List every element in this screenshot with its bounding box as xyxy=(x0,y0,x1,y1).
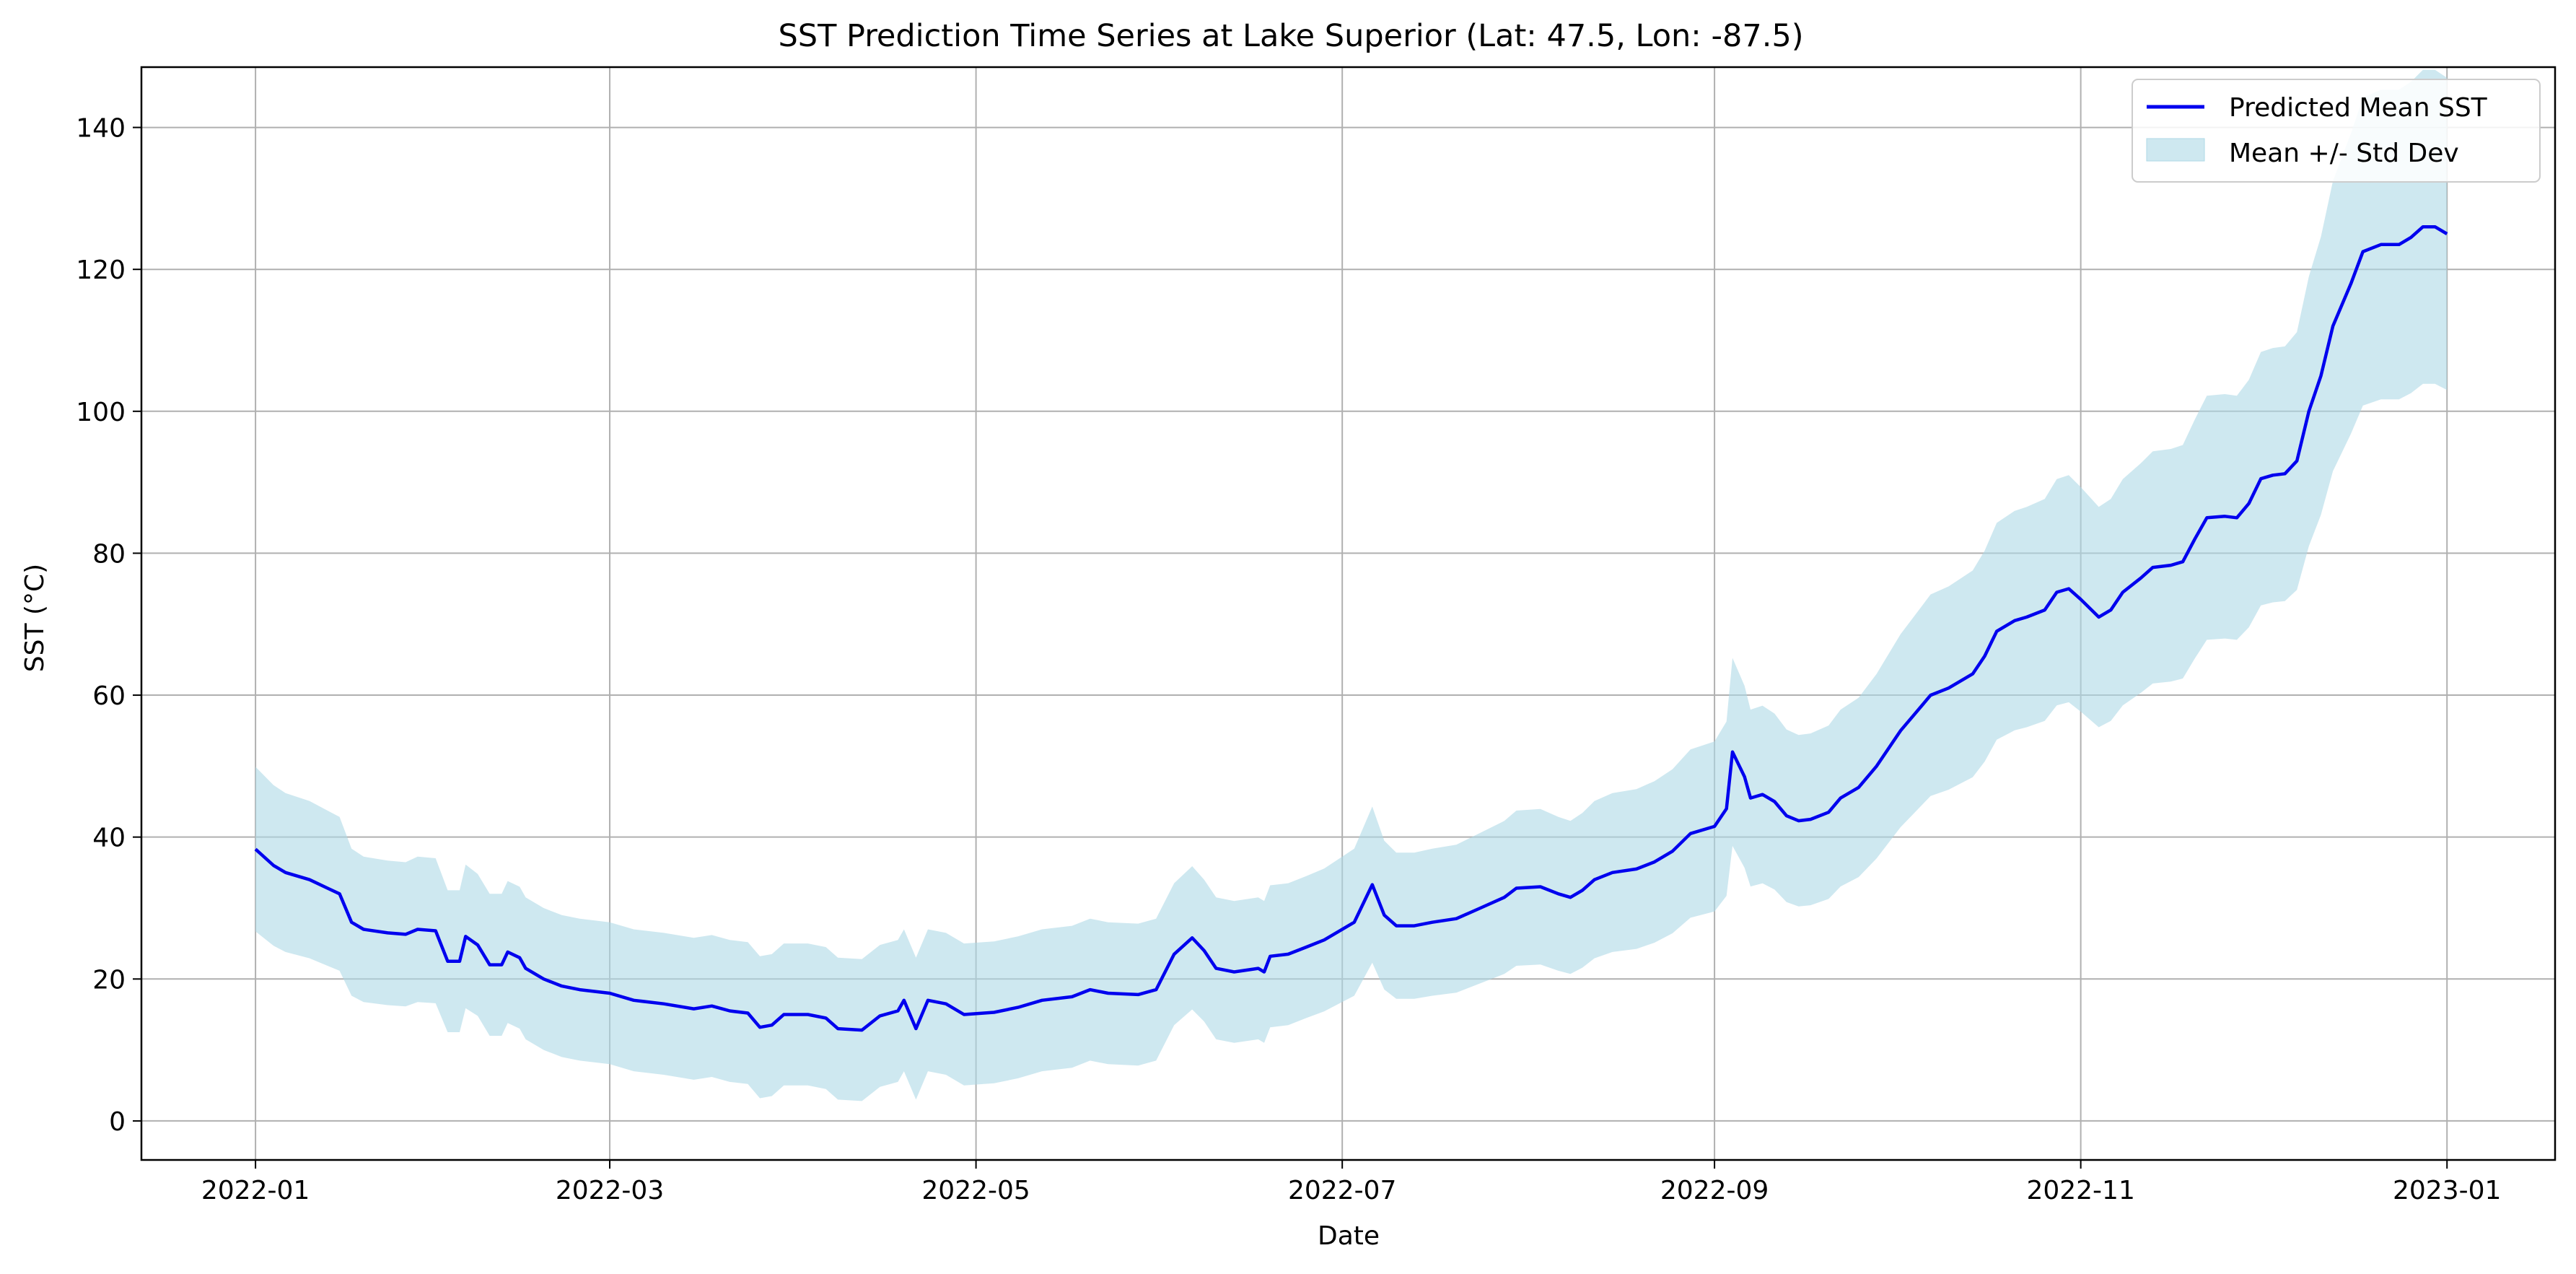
x-tick-label: 2023-01 xyxy=(2393,1176,2501,1205)
x-tick-label: 2022-11 xyxy=(2026,1176,2134,1205)
y-tick-label: 60 xyxy=(92,681,126,711)
x-tick-label: 2022-03 xyxy=(556,1176,664,1205)
legend-label-stddev: Mean +/- Std Dev xyxy=(2229,139,2459,168)
y-tick-label: 20 xyxy=(92,965,126,995)
x-tick-label: 2022-01 xyxy=(201,1176,310,1205)
y-tick-label: 40 xyxy=(92,824,126,853)
y-tick-label: 140 xyxy=(76,114,126,144)
plot-frame xyxy=(140,66,2557,1161)
x-tick-label: 2022-05 xyxy=(921,1176,1030,1205)
legend: Predicted Mean SST Mean +/- Std Dev xyxy=(2132,79,2541,183)
mean-sst-line xyxy=(254,224,2448,1032)
y-tick-label: 80 xyxy=(92,539,126,569)
mean-line xyxy=(254,224,2448,1032)
y-tick-label: 0 xyxy=(109,1107,126,1137)
y-axis-label: SST (°C) xyxy=(20,564,50,672)
y-axis-ticks: 0 20 40 60 80 100 120 140 xyxy=(76,114,141,1137)
x-tick-label: 2022-09 xyxy=(1660,1176,1769,1205)
legend-band-swatch xyxy=(2146,138,2205,162)
x-axis-ticks: 2022-01 2022-03 2022-05 2022-07 2022-09 2022-… xyxy=(201,1160,2501,1205)
legend-box xyxy=(2132,79,2541,183)
y-tick-label: 120 xyxy=(76,256,126,285)
std-dev-band-area xyxy=(255,69,2448,1101)
chart-title: SST Prediction Time Series at Lake Super… xyxy=(779,18,1804,54)
std-dev-band xyxy=(255,69,2448,1101)
x-tick-label: 2022-07 xyxy=(1288,1176,1396,1205)
y-tick-label: 100 xyxy=(76,398,126,427)
x-axis-label: Date xyxy=(1318,1221,1380,1251)
legend-label-mean: Predicted Mean SST xyxy=(2229,93,2488,123)
